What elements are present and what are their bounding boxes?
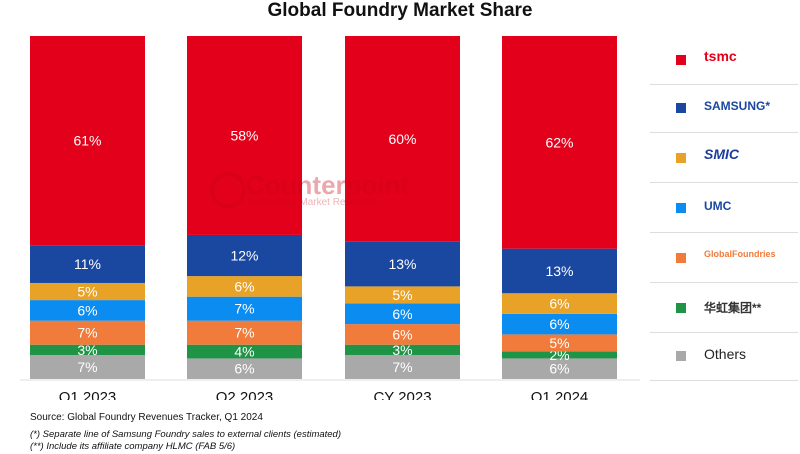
x-tick-label: Q1 2023 bbox=[59, 389, 117, 400]
legend-item-tsmc: tsmc bbox=[650, 36, 798, 85]
bar-segment-others bbox=[30, 354, 145, 379]
legend-item-samsung: SAMSUNG* bbox=[650, 84, 798, 133]
bar-segment-samsung bbox=[502, 248, 617, 294]
data-label: 12% bbox=[230, 248, 258, 264]
legend-swatch bbox=[676, 203, 686, 213]
bar-segment-huahong-group bbox=[345, 344, 460, 355]
bar-segment-globalfoundries bbox=[345, 324, 460, 345]
data-label: 7% bbox=[392, 359, 412, 375]
bar-segment-umc bbox=[502, 313, 617, 335]
source-note: Source: Global Foundry Revenues Tracker,… bbox=[30, 412, 263, 423]
legend-logo-globalfoundries-icon: GlobalFoundries bbox=[704, 249, 776, 259]
data-label: 13% bbox=[388, 256, 416, 272]
legend-item-umc: UMC bbox=[650, 184, 798, 233]
bar-segment-smic bbox=[30, 282, 145, 301]
bar-segment-tsmc bbox=[30, 36, 145, 246]
data-label: 58% bbox=[230, 127, 258, 143]
legend-logo-huahong-group-icon: 华虹集团** bbox=[704, 301, 762, 315]
watermark: Counterpoint bbox=[246, 170, 410, 200]
data-label: 6% bbox=[392, 326, 412, 342]
bar-segment-others bbox=[187, 358, 302, 379]
bar-segment-huahong-group bbox=[502, 351, 617, 359]
bar-segment-globalfoundries bbox=[502, 334, 617, 352]
data-label: 6% bbox=[234, 361, 254, 377]
bar-segment-smic bbox=[502, 293, 617, 314]
data-label: 6% bbox=[549, 296, 569, 312]
legend-swatch bbox=[676, 253, 686, 263]
data-label: 6% bbox=[392, 306, 412, 322]
data-label: 7% bbox=[234, 301, 254, 317]
legend-item-huahong-group: 华虹集团** bbox=[650, 284, 798, 333]
bar-segment-smic bbox=[345, 286, 460, 304]
data-label: 3% bbox=[77, 342, 97, 358]
x-tick-label: CY 2023 bbox=[373, 389, 431, 400]
bar-segment-umc bbox=[187, 296, 302, 321]
data-label: 3% bbox=[392, 342, 412, 358]
legend-swatch bbox=[676, 55, 686, 65]
legend-swatch bbox=[676, 103, 686, 113]
bar-segment-umc bbox=[30, 300, 145, 321]
legend-logo-samsung-icon: SAMSUNG* bbox=[704, 99, 771, 113]
counterpoint-logo-icon bbox=[210, 172, 246, 208]
legend-swatch bbox=[676, 153, 686, 163]
bar-segment-umc bbox=[345, 303, 460, 325]
x-tick-label: Q1 2024 bbox=[531, 389, 589, 400]
bar-segment-others bbox=[345, 354, 460, 379]
data-label: 61% bbox=[73, 133, 101, 149]
legend-item-smic: SMIC bbox=[650, 134, 798, 183]
legend-item-globalfoundries: GlobalFoundries bbox=[650, 234, 798, 283]
data-label: 7% bbox=[77, 325, 97, 341]
legend-logo-tsmc-icon: tsmc bbox=[704, 48, 737, 64]
bar-segment-others bbox=[502, 358, 617, 379]
data-label: 7% bbox=[77, 359, 97, 375]
data-label: 4% bbox=[234, 344, 254, 360]
data-label: 5% bbox=[77, 284, 97, 300]
data-label: 60% bbox=[388, 131, 416, 147]
data-label: 5% bbox=[549, 335, 569, 351]
legend-swatch bbox=[676, 351, 686, 361]
legend-swatch bbox=[676, 303, 686, 313]
data-label: 62% bbox=[545, 134, 573, 150]
data-label: 6% bbox=[77, 302, 97, 318]
data-label: 6% bbox=[234, 278, 254, 294]
data-label: 6% bbox=[549, 361, 569, 377]
bar-segment-samsung bbox=[187, 234, 302, 277]
data-label: 7% bbox=[234, 325, 254, 341]
legend-item-others: Others bbox=[650, 332, 798, 381]
footnote-huahong: (**) Include its affiliate company HLMC … bbox=[30, 441, 236, 452]
bar-segment-tsmc bbox=[187, 36, 302, 235]
data-label: 5% bbox=[392, 287, 412, 303]
data-label: 6% bbox=[549, 316, 569, 332]
bar-segment-samsung bbox=[30, 245, 145, 283]
bar-segment-samsung bbox=[345, 241, 460, 287]
bar-segment-huahong-group bbox=[30, 344, 145, 355]
stacked-bar-chart: 7%3%7%6%5%11%61%Q1 20236%4%7%7%6%12%58%Q… bbox=[20, 36, 640, 400]
data-label: 11% bbox=[74, 256, 101, 272]
bar-segment-smic bbox=[187, 276, 302, 297]
chart-title: Global Foundry Market Share bbox=[267, 0, 533, 21]
legend-logo-umc-icon: UMC bbox=[704, 199, 732, 213]
x-tick-label: Q2 2023 bbox=[216, 389, 274, 400]
data-label: 13% bbox=[545, 263, 573, 279]
bar-segment-globalfoundries bbox=[30, 320, 145, 345]
bar-segment-globalfoundries bbox=[187, 320, 302, 345]
legend-logo-smic-icon: SMIC bbox=[704, 146, 739, 162]
bar-segment-huahong-group bbox=[187, 344, 302, 359]
legend-label: Others bbox=[704, 346, 747, 362]
bar-segment-tsmc bbox=[345, 36, 460, 242]
bar-segment-tsmc bbox=[502, 36, 617, 249]
footnote-samsung: (*) Separate line of Samsung Foundry sal… bbox=[30, 429, 342, 440]
watermark-tagline: Technology Market Research bbox=[246, 197, 376, 208]
